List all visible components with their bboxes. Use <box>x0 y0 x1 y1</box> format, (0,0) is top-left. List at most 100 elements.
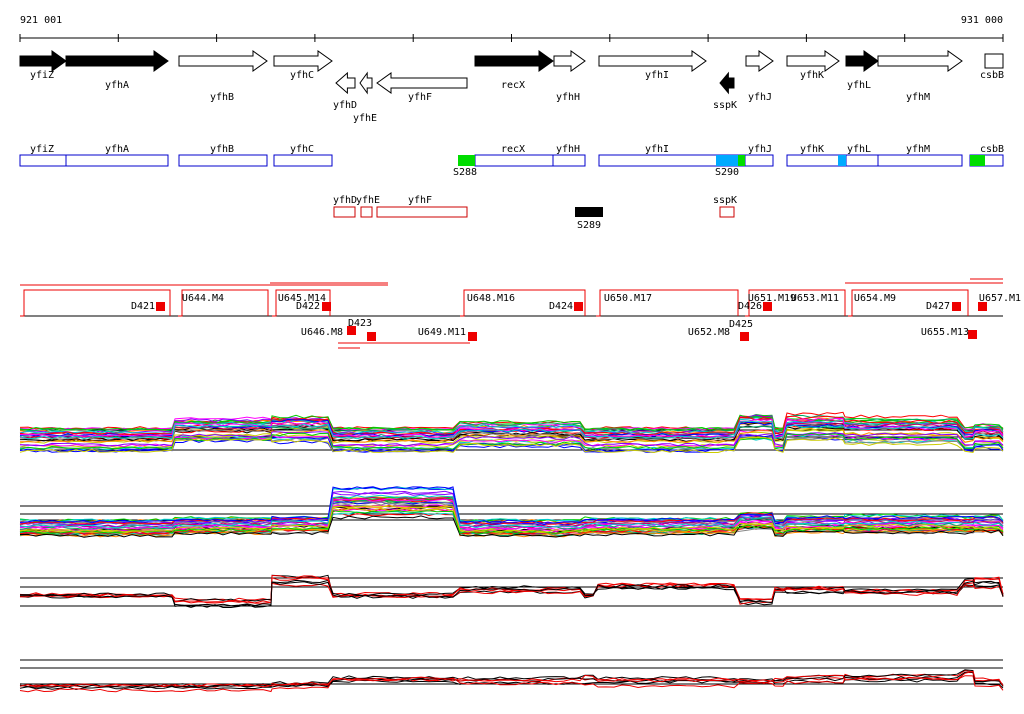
transcript-label: D421 <box>131 301 155 312</box>
transcript-label: U653.M11 <box>791 293 839 304</box>
transcript-label: D427 <box>926 301 950 312</box>
transcript-label: D424 <box>549 301 573 312</box>
feature-label: yfhL <box>847 144 871 155</box>
expression-trace <box>19 420 1004 440</box>
gene-arrow <box>719 71 735 95</box>
transcript-label: U649.M11 <box>418 327 466 338</box>
transcript-span <box>745 289 846 317</box>
gene-arrow <box>335 71 356 95</box>
transcript-span <box>596 289 739 317</box>
gene-label: yfhK <box>800 70 824 81</box>
transcript-label: U655.M13 <box>921 327 969 338</box>
expression-trace <box>19 486 1004 523</box>
other-label: yfhE <box>356 195 380 206</box>
feature-label: yfhI <box>645 144 669 155</box>
feature-box <box>178 154 268 167</box>
gene-arrow <box>359 71 373 95</box>
expression-trace <box>19 577 1004 603</box>
other-box <box>333 206 356 218</box>
gene-label: yfhM <box>906 92 930 103</box>
feature-box <box>744 154 774 167</box>
gene-arrow <box>474 50 554 72</box>
gene-label: yfhL <box>847 80 871 91</box>
feature-highlight <box>738 155 745 166</box>
other-box <box>360 206 373 218</box>
expression-trace <box>19 426 1004 443</box>
feature-highlight <box>970 155 985 166</box>
feature-box <box>474 154 586 167</box>
feature-box <box>786 154 963 167</box>
expression-trace <box>19 670 1004 688</box>
gene-label: yfhA <box>105 80 129 91</box>
expression-trace <box>19 515 1004 538</box>
expression-trace <box>19 675 1004 693</box>
expression-trace <box>19 436 1004 454</box>
transcript-marker <box>347 326 356 335</box>
feature-highlight <box>838 155 846 166</box>
feature-box <box>19 154 169 167</box>
other-label: sspK <box>713 195 737 206</box>
transcript-label: U650.M17 <box>604 293 652 304</box>
gene-label: yfhE <box>353 113 377 124</box>
gene-arrow <box>19 50 67 72</box>
transcript-span <box>272 289 331 317</box>
gene-arrow <box>786 50 840 72</box>
gene-arrow <box>598 50 707 72</box>
transcript-label: D423 <box>348 318 372 329</box>
transcript-marker <box>322 302 331 311</box>
gene-arrow <box>877 50 963 72</box>
gene-arrow <box>845 50 879 72</box>
transcript-label: U652.M8 <box>688 327 730 338</box>
feature-tag: S288 <box>453 167 477 178</box>
expression-trace <box>19 486 1004 524</box>
gene-arrow <box>65 50 169 72</box>
gene-arrow <box>553 50 586 72</box>
feature-label: yfhB <box>210 144 234 155</box>
other-label: yfhF <box>408 195 432 206</box>
transcript-label: U645.M14 <box>278 293 326 304</box>
gene-label: yfhF <box>408 92 432 103</box>
gene-label: recX <box>501 80 525 91</box>
transcript-marker <box>468 332 477 341</box>
transcript-marker <box>968 330 977 339</box>
gene-label: yfhD <box>333 100 357 111</box>
transcript-marker <box>763 302 772 311</box>
expression-trace <box>19 494 1004 529</box>
gene-label: yfhI <box>645 70 669 81</box>
other-tag: S289 <box>577 220 601 231</box>
transcript-marker <box>952 302 961 311</box>
gene-label: yfiZ <box>30 70 54 81</box>
gene-label: csbB <box>980 70 1004 81</box>
gene-arrow <box>273 50 333 72</box>
transcript-marker <box>574 302 583 311</box>
gene-label: sspK <box>713 100 737 111</box>
expression-trace <box>20 580 1004 607</box>
feature-highlight <box>716 155 738 166</box>
expression-trace <box>19 501 1004 526</box>
transcript-marker <box>156 302 165 311</box>
transcript-label: U644.M4 <box>182 293 224 304</box>
transcript-marker <box>740 332 749 341</box>
other-label: yfhD <box>333 195 357 206</box>
transcript-span <box>848 289 969 317</box>
gene-arrow <box>376 72 468 94</box>
gene-arrow <box>178 50 268 72</box>
other-box <box>719 206 735 218</box>
transcript-label: U657.M1 <box>979 293 1021 304</box>
other-box <box>376 206 468 218</box>
transcript-label: U646.M8 <box>301 327 343 338</box>
feature-label: yfiZ <box>30 144 54 155</box>
feature-label: yfhA <box>105 144 129 155</box>
ruler-start: 921 001 <box>20 15 62 26</box>
transcript-label: U648.M16 <box>467 293 515 304</box>
gene-label: yfhC <box>290 70 314 81</box>
transcript-label: D422 <box>296 301 320 312</box>
transcript-marker <box>978 302 987 311</box>
expression-trace <box>19 431 1004 447</box>
transcript-marker <box>367 332 376 341</box>
expression-trace <box>19 432 1004 450</box>
transcript-label: U654.M9 <box>854 293 896 304</box>
expression-trace <box>19 672 1004 691</box>
feature-tag: S290 <box>715 167 739 178</box>
gene-label: yfhJ <box>748 92 772 103</box>
